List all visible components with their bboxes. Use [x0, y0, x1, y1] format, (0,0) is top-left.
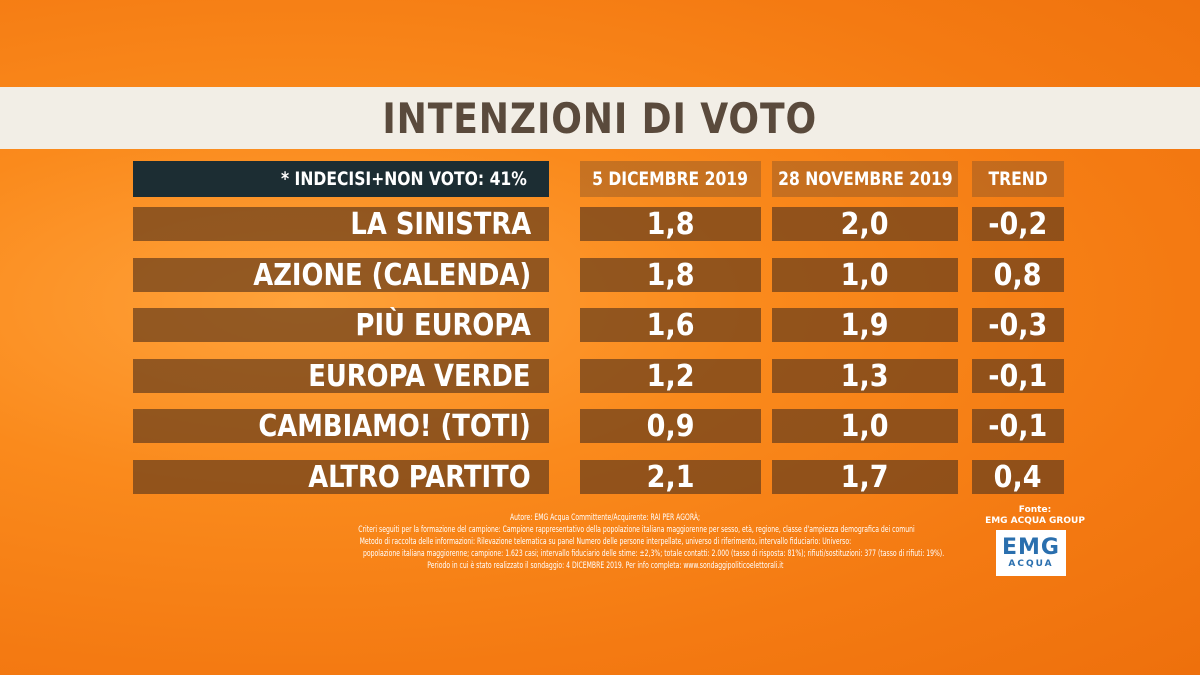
value-dec5-cell: 0,9 [580, 408, 761, 444]
value-nov28: 1,7 [841, 459, 889, 495]
undecided-note: * INDECISI+NON VOTO: 41% [133, 161, 549, 197]
value-nov28: 1,0 [841, 408, 889, 444]
value-dec5-cell: 1,8 [580, 257, 761, 293]
value-dec5: 1,6 [646, 307, 695, 343]
footer-line: Metodo di raccolta delle informazioni: R… [359, 537, 851, 547]
party-name-cell: ALTRO PARTITO [133, 459, 549, 495]
value-trend: 0,4 [994, 459, 1042, 495]
column-header-nov28: 28 NOVEMBRE 2019 [772, 161, 958, 197]
value-trend: -0,3 [988, 307, 1048, 343]
value-nov28-cell: 1,9 [772, 307, 958, 343]
value-trend-cell: -0,1 [972, 408, 1064, 444]
value-nov28-cell: 1,7 [772, 459, 958, 495]
value-dec5-cell: 2,1 [580, 459, 761, 495]
column-header-trend: TREND [972, 161, 1064, 197]
source-label: Fonte: EMG ACQUA GROUP [980, 505, 1090, 527]
value-dec5: 2,1 [646, 459, 695, 495]
value-trend: -0,1 [988, 408, 1048, 444]
footer-line: Periodo in cui è stato realizzato il son… [426, 561, 784, 571]
page-title: INTENZIONI DI VOTO [382, 93, 818, 143]
party-name: CAMBIAMO! (TOTI) [258, 408, 531, 444]
value-nov28-cell: 1,3 [772, 358, 958, 394]
value-nov28-cell: 1,0 [772, 408, 958, 444]
column-header-dec5: 5 DICEMBRE 2019 [580, 161, 761, 197]
party-name: ALTRO PARTITO [308, 459, 531, 495]
value-dec5: 1,8 [646, 257, 695, 293]
value-dec5-cell: 1,2 [580, 358, 761, 394]
value-trend-cell: -0,1 [972, 358, 1064, 394]
title-band: INTENZIONI DI VOTO [0, 87, 1200, 149]
party-name-cell: AZIONE (CALENDA) [133, 257, 549, 293]
value-dec5: 0,9 [646, 408, 695, 444]
value-trend: 0,8 [994, 257, 1042, 293]
value-nov28: 1,9 [841, 307, 889, 343]
footer-line: Autore: EMG Acqua Committente/Acquirente… [509, 513, 701, 523]
party-name: AZIONE (CALENDA) [253, 257, 531, 293]
value-nov28: 1,3 [841, 358, 889, 394]
value-nov28: 2,0 [841, 206, 889, 242]
value-trend: -0,2 [988, 206, 1048, 242]
footer-line: popolazione italiana maggiorenne; campio… [362, 549, 945, 559]
value-trend: -0,1 [988, 358, 1048, 394]
party-name-cell: CAMBIAMO! (TOTI) [133, 408, 549, 444]
methodology-footer: Autore: EMG Acqua Committente/Acquirente… [250, 512, 960, 572]
value-nov28: 1,0 [841, 257, 889, 293]
emg-acqua-logo: EMG ACQUA [996, 530, 1066, 576]
source-name: EMG ACQUA GROUP [985, 516, 1085, 526]
party-name: PIÙ EUROPA [355, 307, 531, 343]
value-dec5: 1,8 [646, 206, 695, 242]
value-trend-cell: -0,3 [972, 307, 1064, 343]
value-dec5: 1,2 [646, 358, 695, 394]
value-nov28-cell: 1,0 [772, 257, 958, 293]
value-nov28-cell: 2,0 [772, 206, 958, 242]
party-name: EUROPA VERDE [308, 358, 531, 394]
value-trend-cell: 0,4 [972, 459, 1064, 495]
footer-line: Criteri seguiti per la formazione del ca… [358, 525, 915, 535]
value-trend-cell: 0,8 [972, 257, 1064, 293]
party-name-cell: PIÙ EUROPA [133, 307, 549, 343]
source-prefix: Fonte: [1018, 505, 1052, 515]
value-trend-cell: -0,2 [972, 206, 1064, 242]
party-name-cell: EUROPA VERDE [133, 358, 549, 394]
party-name-cell: LA SINISTRA [133, 206, 549, 242]
value-dec5-cell: 1,8 [580, 206, 761, 242]
party-name: LA SINISTRA [350, 206, 531, 242]
value-dec5-cell: 1,6 [580, 307, 761, 343]
